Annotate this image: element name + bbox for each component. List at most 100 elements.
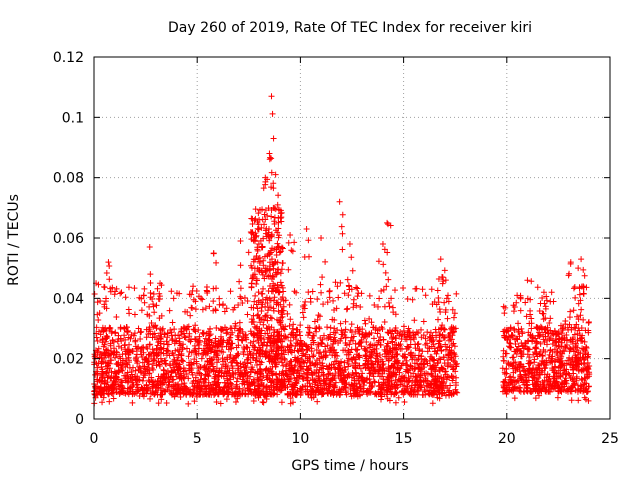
data-point bbox=[91, 291, 98, 298]
data-point bbox=[114, 361, 121, 368]
data-point bbox=[443, 295, 450, 302]
data-point bbox=[131, 311, 138, 318]
data-point bbox=[220, 361, 227, 368]
data-point bbox=[566, 354, 573, 361]
data-point bbox=[261, 221, 268, 228]
data-point bbox=[449, 306, 456, 313]
data-point bbox=[119, 357, 126, 364]
data-point bbox=[534, 284, 541, 291]
data-point bbox=[342, 389, 349, 396]
data-point bbox=[255, 241, 262, 248]
data-point bbox=[239, 300, 246, 307]
data-point bbox=[518, 340, 525, 347]
data-point bbox=[341, 384, 348, 391]
data-point bbox=[352, 346, 359, 353]
data-point bbox=[353, 347, 360, 354]
data-point bbox=[266, 391, 273, 398]
data-point bbox=[392, 399, 399, 406]
data-point bbox=[302, 298, 309, 305]
data-point bbox=[567, 346, 574, 353]
data-point bbox=[402, 388, 409, 395]
data-point bbox=[408, 391, 415, 398]
data-point bbox=[284, 310, 291, 317]
data-point bbox=[568, 383, 575, 390]
data-point bbox=[239, 336, 246, 343]
data-point bbox=[313, 347, 320, 354]
data-point bbox=[274, 345, 281, 352]
data-point bbox=[574, 388, 581, 395]
data-point bbox=[191, 347, 198, 354]
data-point bbox=[147, 280, 154, 287]
data-point bbox=[339, 246, 346, 253]
data-point bbox=[445, 361, 452, 368]
data-point bbox=[543, 293, 550, 300]
data-point bbox=[256, 206, 263, 213]
data-point bbox=[319, 362, 326, 369]
data-point bbox=[415, 330, 422, 337]
data-point bbox=[124, 373, 131, 380]
data-point bbox=[298, 386, 305, 393]
data-point bbox=[360, 385, 367, 392]
data-point bbox=[261, 351, 268, 358]
data-point bbox=[297, 332, 304, 339]
data-point bbox=[304, 324, 311, 331]
data-point bbox=[568, 326, 575, 333]
data-point bbox=[193, 393, 200, 400]
data-point bbox=[334, 283, 341, 290]
data-point bbox=[158, 282, 165, 289]
data-point bbox=[278, 214, 285, 221]
data-point bbox=[332, 279, 339, 286]
data-point bbox=[447, 382, 454, 389]
data-point bbox=[164, 368, 171, 375]
data-point bbox=[312, 388, 319, 395]
data-point bbox=[511, 303, 518, 310]
data-point bbox=[201, 364, 208, 371]
data-point bbox=[331, 384, 338, 391]
data-point bbox=[434, 359, 441, 366]
data-point bbox=[431, 376, 438, 383]
data-point bbox=[257, 353, 264, 360]
data-point bbox=[567, 308, 574, 315]
data-point bbox=[510, 308, 517, 315]
data-point bbox=[154, 285, 161, 292]
data-point bbox=[269, 245, 276, 252]
data-point bbox=[236, 391, 243, 398]
data-point bbox=[106, 351, 113, 358]
data-point bbox=[332, 379, 339, 386]
data-point bbox=[531, 356, 538, 363]
data-point bbox=[121, 342, 128, 349]
data-point bbox=[505, 360, 512, 367]
data-point bbox=[517, 353, 524, 360]
data-point bbox=[355, 353, 362, 360]
data-point bbox=[578, 306, 585, 313]
data-point bbox=[584, 359, 591, 366]
data-point bbox=[539, 326, 546, 333]
data-point bbox=[267, 259, 274, 266]
data-point bbox=[368, 319, 375, 326]
data-point bbox=[440, 354, 447, 361]
data-point bbox=[378, 396, 385, 403]
data-point bbox=[391, 287, 398, 294]
data-point bbox=[297, 340, 304, 347]
data-point bbox=[156, 315, 163, 322]
data-point bbox=[261, 275, 268, 282]
data-point bbox=[191, 335, 198, 342]
data-point bbox=[141, 299, 148, 306]
data-point bbox=[280, 347, 287, 354]
data-point bbox=[268, 384, 275, 391]
data-point bbox=[210, 285, 217, 292]
data-point bbox=[586, 369, 593, 376]
data-point bbox=[269, 372, 276, 379]
data-point bbox=[452, 358, 459, 365]
data-point bbox=[311, 332, 318, 339]
data-point bbox=[236, 278, 243, 285]
data-point bbox=[265, 366, 272, 373]
data-point bbox=[500, 347, 507, 354]
data-point bbox=[564, 357, 571, 364]
data-point bbox=[355, 290, 362, 297]
data-point bbox=[542, 364, 549, 371]
data-point bbox=[521, 388, 528, 395]
data-point bbox=[566, 321, 573, 328]
data-point bbox=[386, 368, 393, 375]
data-point bbox=[296, 328, 303, 335]
